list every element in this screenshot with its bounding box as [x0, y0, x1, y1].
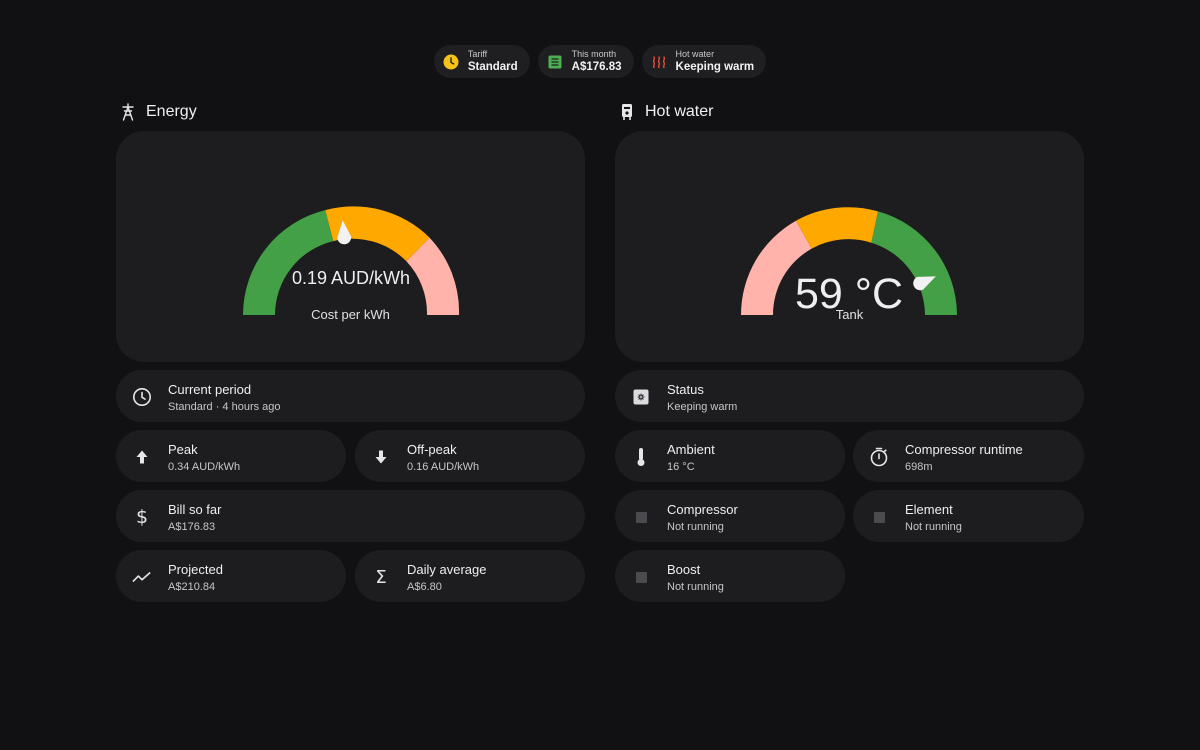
arrow-down-icon [371, 447, 391, 467]
gauge-segment-amber [796, 207, 878, 249]
compressor-runtime-tile[interactable]: Compressor runtime 698m [853, 430, 1084, 482]
gauge-segment-pink [740, 220, 812, 315]
tile-name: Status [667, 382, 704, 397]
cost-gauge-card[interactable]: 0.19 AUD/kWh Cost per kWh [116, 131, 585, 362]
tile-value: Not running [667, 581, 724, 593]
energy-heading: Energy [116, 100, 585, 124]
thermometer-icon [631, 447, 651, 467]
gauge-segment-green [243, 210, 334, 315]
gauge-needle [913, 276, 936, 291]
transmission-tower-icon [120, 103, 136, 121]
tile-value: 698m [905, 461, 933, 473]
gauge-value: 59 °C [795, 270, 903, 318]
tile-name: Element [905, 502, 953, 517]
tile-name: Compressor [667, 502, 738, 517]
tank-gauge: 59 °C [740, 207, 957, 318]
sigma-icon: Σ [375, 566, 387, 588]
boost-tile[interactable]: Boost Not running [615, 550, 845, 602]
chip-label: Hot water [675, 48, 715, 59]
status-tile[interactable]: Status Keeping warm [615, 370, 1084, 422]
tile-name: Boost [667, 562, 701, 577]
ambient-tile[interactable]: Ambient 16 °C [615, 430, 845, 482]
arrow-up-icon [132, 447, 152, 467]
heat-pump-icon [631, 387, 651, 407]
tile-name: Ambient [667, 442, 715, 457]
tile-value: Not running [667, 521, 724, 533]
gauge-segment-pink [406, 237, 460, 315]
tile-name: Off-peak [407, 442, 457, 457]
section-title: Hot water [645, 103, 714, 120]
clock-icon [442, 53, 460, 71]
off-peak-tile[interactable]: Off-peak 0.16 AUD/kWh [355, 430, 585, 482]
gauge-label: Cost per kWh [311, 307, 390, 322]
gauge-value: 0.19 AUD/kWh [292, 268, 410, 288]
tariff-chip[interactable]: Tariff Standard [433, 45, 530, 78]
tile-value: 0.34 AUD/kWh [168, 461, 241, 473]
water-heater-icon [619, 103, 635, 121]
chip-label: Tariff [467, 48, 488, 59]
hot-water-heading: Hot water [615, 100, 1084, 124]
tile-name: Peak [168, 442, 198, 457]
hot-water-section: Hot water 59 °C Tank Status Keeping warm [615, 100, 1084, 602]
tile-name: Current period [168, 382, 252, 397]
tile-name: Daily average [407, 562, 487, 577]
trending-up-icon [132, 567, 152, 587]
chip-label: This month [571, 48, 617, 59]
gauge-label: Tank [835, 307, 864, 322]
chip-value: Keeping warm [675, 60, 755, 73]
tile-value: 16 °C [667, 461, 695, 473]
tile-name: Projected [168, 562, 223, 577]
tile-name: Bill so far [168, 502, 222, 517]
this-month-chip[interactable]: This month A$176.83 [537, 45, 634, 78]
dollar-icon: $ [135, 506, 149, 528]
receipt-icon [546, 53, 564, 71]
current-period-tile[interactable]: Current period Standard · 4 hours ago [116, 370, 585, 422]
energy-section: Energy 0.19 AUD/kWh Cost per kWh Current… [116, 100, 585, 602]
compressor-tile[interactable]: Compressor Not running [615, 490, 845, 542]
gauge-segment-amber [325, 206, 430, 262]
tile-value: 0.16 AUD/kWh [407, 461, 480, 473]
hot-water-chip[interactable]: Hot water Keeping warm [641, 45, 767, 78]
peak-tile[interactable]: Peak 0.34 AUD/kWh [116, 430, 346, 482]
summary-chips: Tariff Standard This month A$176.83 Hot … [0, 45, 1200, 78]
clock-outline-icon [132, 387, 152, 407]
tank-gauge-card[interactable]: 59 °C Tank [615, 131, 1084, 362]
gauge-needle [337, 220, 352, 245]
tile-value: A$210.84 [168, 581, 216, 593]
tile-value: Standard · 4 hours ago [168, 401, 281, 413]
projected-tile[interactable]: Projected A$210.84 [116, 550, 346, 602]
tile-name: Compressor runtime [905, 442, 1023, 457]
tile-value: A$176.83 [168, 521, 216, 533]
chip-value: Standard [467, 60, 518, 73]
status-off-icon [631, 507, 651, 527]
element-tile[interactable]: Element Not running [853, 490, 1084, 542]
tile-value: Not running [905, 521, 962, 533]
section-title: Energy [146, 103, 197, 120]
tile-value: A$6.80 [407, 581, 442, 593]
daily-average-tile[interactable]: Σ Daily average A$6.80 [355, 550, 585, 602]
bill-so-far-tile[interactable]: $ Bill so far A$176.83 [116, 490, 585, 542]
status-off-icon [631, 567, 651, 587]
chip-value: A$176.83 [571, 60, 622, 73]
timer-icon [869, 447, 889, 467]
cost-gauge: 0.19 AUD/kWh [243, 206, 460, 315]
gauge-segment-green [871, 211, 957, 315]
tile-value: Keeping warm [667, 401, 738, 413]
heat-waves-icon [650, 53, 668, 71]
status-off-icon [869, 507, 889, 527]
